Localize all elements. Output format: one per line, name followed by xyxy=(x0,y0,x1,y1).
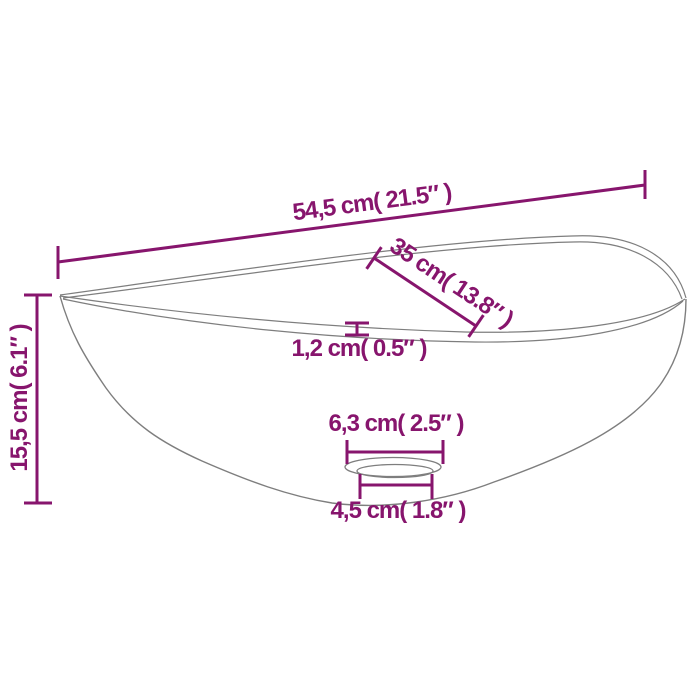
drain-outer-ellipse xyxy=(344,456,442,478)
basin-linework xyxy=(59,235,687,507)
dimension-label-glass-thickness: 1,2 cm( 0.5″ ) xyxy=(291,335,428,362)
dimension-tick-basin-diagonal-top xyxy=(365,246,383,270)
drain-inner-ellipse xyxy=(356,463,434,479)
dimension-tick-basin-diagonal-bottom xyxy=(467,314,485,338)
basin-rim-back-outer-path xyxy=(59,235,687,299)
dimension-label-height: 15,5 cm( 6.1″ ) xyxy=(6,324,33,472)
basin-rim-front-outer-path xyxy=(59,295,686,333)
basin-rim-front-inner-path xyxy=(62,298,684,343)
dimension-label-drain-hole-diameter: 4,5 cm( 1.8″ ) xyxy=(330,497,467,524)
dimension-label-drain-outer-diameter: 6,3 cm( 2.5″ ) xyxy=(328,410,465,437)
dimension-line-basin-diagonal xyxy=(373,256,477,328)
dimension-line-total-width xyxy=(57,183,646,264)
dimension-lines xyxy=(24,170,647,505)
basin-rim-back-inner-path xyxy=(62,241,683,300)
basin-outline-path xyxy=(59,295,687,507)
